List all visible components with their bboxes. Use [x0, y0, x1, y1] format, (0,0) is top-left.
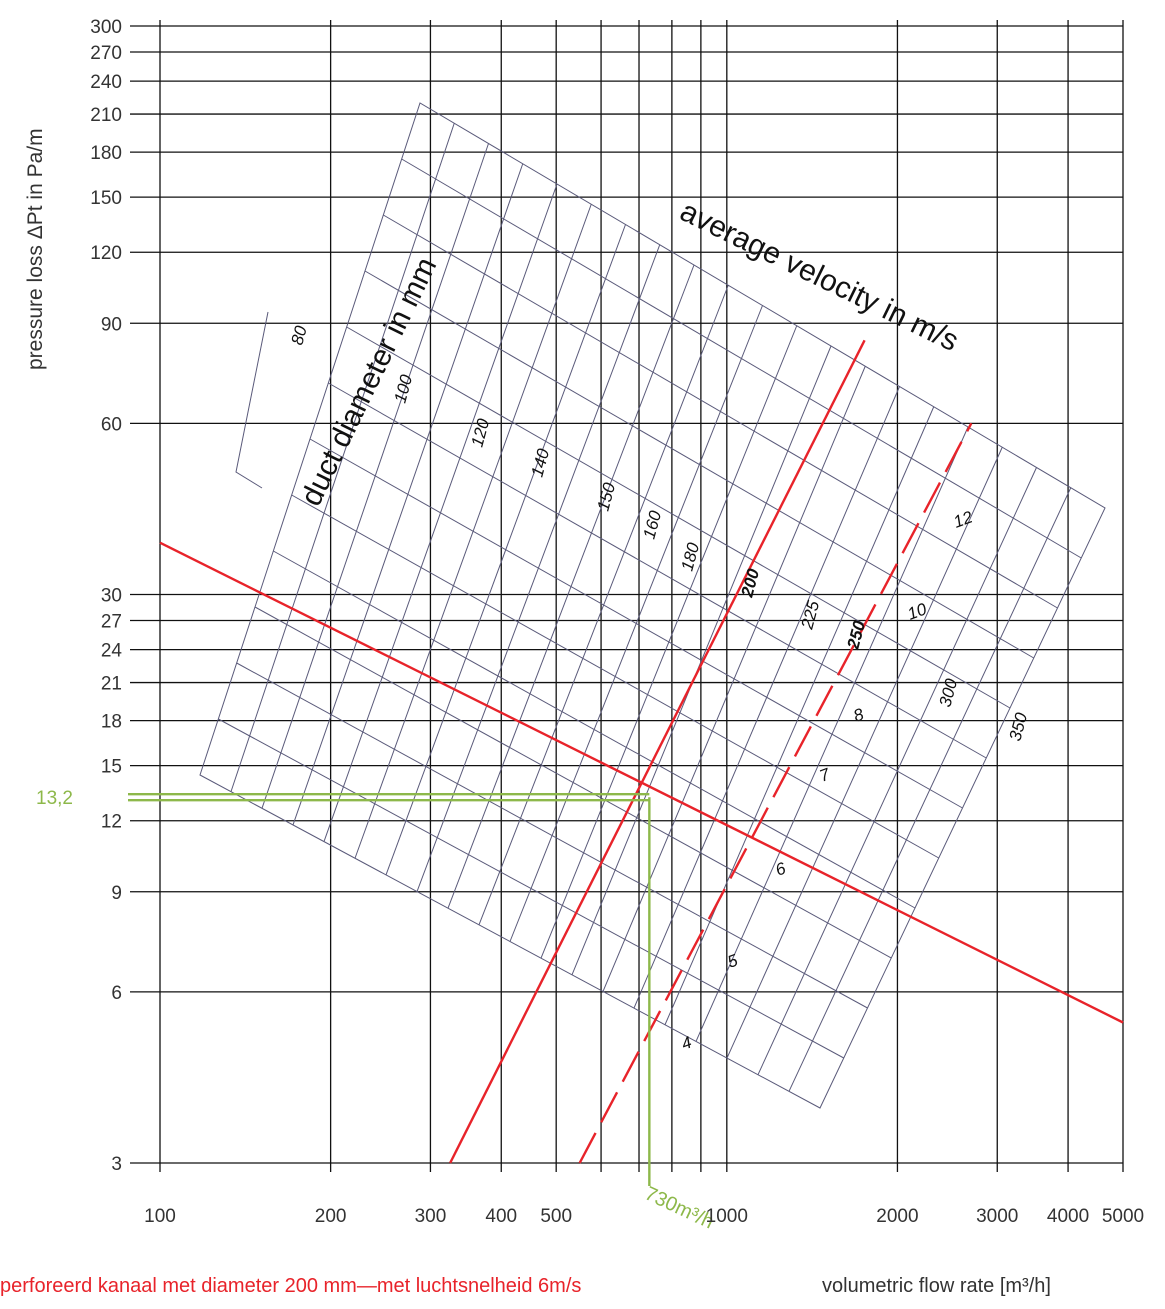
diameter-label: 120 — [468, 416, 494, 449]
y-tick-label: 120 — [90, 243, 122, 264]
series-line-200 — [449, 339, 866, 1164]
band-label-velocity: average velocity in m/s — [675, 195, 964, 358]
y-tick-label: 60 — [101, 414, 122, 435]
diameter-label: 180 — [678, 540, 704, 573]
x-tick-label: 2000 — [876, 1206, 918, 1227]
velocity-line — [328, 382, 987, 759]
nomogram-outline — [199, 102, 1106, 1109]
diameter-label: 150 — [594, 480, 620, 513]
y-tick-label: 30 — [101, 586, 122, 607]
nomogram-net — [199, 102, 1106, 1109]
x-tick-label: 500 — [540, 1206, 572, 1227]
x-axis-title: volumetric flow rate [m³/h] — [822, 1275, 1051, 1298]
velocity-line — [309, 438, 963, 809]
series-line-6 — [159, 541, 1124, 1024]
velocity-label: 7 — [817, 764, 833, 785]
y-tick-label: 18 — [101, 712, 122, 733]
y-tick-label: 9 — [111, 883, 122, 904]
velocity-line — [218, 718, 844, 1059]
y-tick-label: 12 — [101, 812, 122, 833]
diameter-label: 160 — [640, 508, 666, 541]
y-tick-label: 3 — [111, 1154, 122, 1175]
x-tick-label: 100 — [144, 1206, 176, 1227]
x-tick-label: 300 — [415, 1206, 447, 1227]
y-tick-label: 27 — [101, 612, 122, 633]
diameter-label: 140 — [528, 446, 554, 479]
y-tick-label: 300 — [90, 17, 122, 38]
diameter-label: 80 — [288, 323, 311, 347]
velocity-label: 4 — [679, 1033, 694, 1054]
y-tick-label: 210 — [90, 105, 122, 126]
diameter-label: 350 — [1006, 710, 1032, 743]
y-tick-label: 150 — [90, 188, 122, 209]
axis-ticks: 100 200 300 400 500 1000 2000 3000 4000 5000 3 6 9 12… — [90, 17, 1144, 1227]
x-tick-label: 3000 — [976, 1206, 1018, 1227]
velocity-label: 12 — [951, 507, 976, 532]
x-tick-label: 400 — [485, 1206, 517, 1227]
x-tick-label: 1000 — [706, 1206, 748, 1227]
velocity-line — [291, 494, 939, 859]
x-tick-label: 4000 — [1047, 1206, 1089, 1227]
y-marker-label: 13,2 — [36, 788, 73, 809]
velocity-line — [364, 270, 1035, 659]
series-lines — [159, 339, 1124, 1164]
footnote: perforeerd kanaal met diameter 200 mm—me… — [0, 1275, 582, 1297]
x-tick-label: 200 — [315, 1206, 347, 1227]
grid — [130, 20, 1124, 1172]
y-tick-label: 6 — [111, 983, 122, 1004]
y-tick-label: 21 — [101, 674, 122, 695]
y-tick-label: 270 — [90, 43, 122, 64]
y-axis-title: pressure loss ΔPt in Pa/m — [24, 128, 47, 370]
x-axis-title-text: volumetric flow rate [m³/h] — [822, 1275, 1051, 1297]
diameter-label: 100 — [391, 372, 417, 405]
velocity-label: 6 — [773, 858, 789, 879]
diameter-label: 225 — [797, 598, 823, 632]
velocity-line — [273, 550, 916, 909]
y-tick-label: 90 — [101, 314, 122, 335]
velocity-label: 8 — [851, 704, 867, 725]
velocity-line — [346, 326, 1011, 709]
y-tick-label: 240 — [90, 72, 122, 93]
series-line-250 — [578, 422, 973, 1164]
y-tick-label: 15 — [101, 757, 122, 778]
diameter-label: 250 — [843, 618, 869, 652]
nomogram-bracket — [235, 311, 269, 489]
diameter-label: 300 — [936, 676, 962, 709]
x-tick-label: 5000 — [1102, 1206, 1144, 1227]
velocity-line — [383, 214, 1058, 609]
velocity-line — [254, 606, 892, 959]
y-tick-label: 24 — [101, 641, 123, 662]
velocity-line — [401, 158, 1082, 559]
velocity-line — [236, 662, 868, 1009]
y-tick-label: 180 — [90, 143, 122, 164]
